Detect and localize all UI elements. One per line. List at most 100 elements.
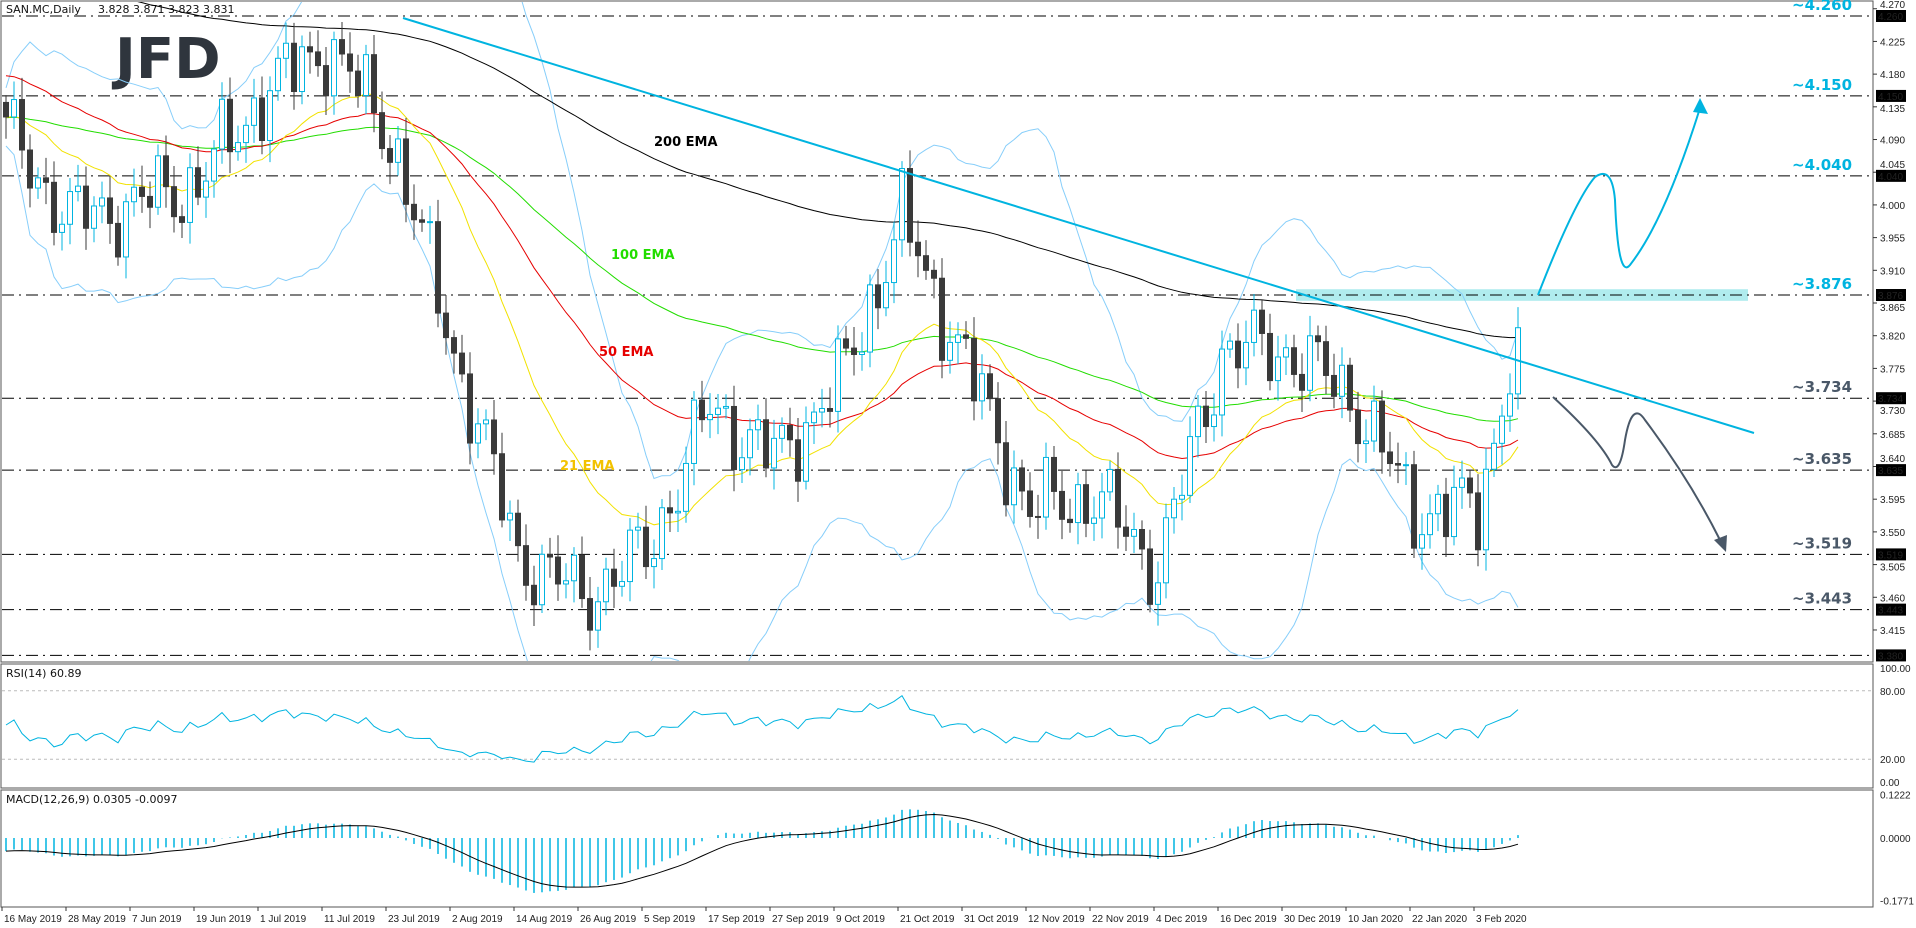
candle [59,211,65,251]
candle [595,586,601,648]
candle-body [723,405,729,409]
candle-body [195,167,201,198]
candle [1371,385,1377,452]
rsi-tick-label: 20.00 [1880,755,1905,766]
candle-body [1027,490,1033,517]
candle-body [1067,518,1073,524]
candle-body [491,419,497,455]
price-tick-label: 4.180 [1880,70,1905,81]
candle-body [1331,374,1337,397]
candle-body [1459,477,1465,488]
candle [1011,450,1017,524]
candle-body [947,341,953,361]
candle [683,446,689,523]
candle-body [763,419,769,469]
candle-body [1291,347,1297,375]
candle [1515,307,1521,410]
candle-body [1387,451,1393,465]
candle-body [187,167,193,223]
level-label: ~3.443 [1792,590,1852,608]
candle-body [667,507,673,514]
candle-body [1443,493,1449,538]
candle-body [1059,490,1065,520]
candle-body [867,284,873,353]
candle [843,325,849,356]
level-price-badge [1876,464,1906,477]
candle-body [675,510,681,514]
candle [867,274,873,368]
level-price-badge [1876,289,1906,302]
candle [323,47,329,116]
candle [1283,334,1289,376]
candle [619,560,625,597]
candle [451,330,457,374]
candle-body [1203,405,1209,428]
candle-body [371,54,377,114]
candle-body [939,277,945,361]
rsi-tick-label: 80.00 [1880,687,1905,698]
candle-body [219,98,225,150]
date-label: 19 Jun 2019 [196,914,251,925]
candle-body [1003,442,1009,506]
candle [1347,357,1353,423]
candle [195,146,201,206]
candle [107,176,113,244]
jfd-logo: JFD [111,27,221,92]
candle [219,82,225,164]
candle [267,76,273,163]
candle-body [827,408,833,412]
level-price-text: 3.519 [1878,550,1903,561]
candle-body [651,558,657,568]
candle [171,165,177,233]
candle [315,30,321,77]
candle [1363,419,1369,463]
macd-panel-frame [0,789,1874,908]
candle-body [1211,414,1217,428]
candle [971,317,977,421]
candle [491,399,497,475]
ema-label: 200 EMA [654,135,718,150]
level-price-text: 3.443 [1878,606,1903,617]
level-price-text: 4.040 [1878,172,1903,183]
candle [11,81,17,129]
price-tick-label: 3.415 [1880,626,1905,637]
candle [787,407,793,457]
level-price-badge [1876,649,1906,662]
candle [1307,315,1313,402]
candle [211,140,217,198]
ema21-line [5,92,1519,526]
candle [235,125,241,161]
candle-body [1395,463,1401,466]
candle-body [387,148,393,163]
candle-body [795,439,801,482]
candle [1115,452,1121,549]
candle-body [523,545,529,586]
candle [803,406,809,490]
candle [523,524,529,601]
date-label: 7 Jun 2019 [132,914,182,925]
candle-body [691,399,697,464]
candle-body [995,398,1001,444]
candle-body [1219,348,1225,416]
candle [1251,293,1257,357]
date-label: 26 Aug 2019 [580,914,637,925]
candle [139,165,145,213]
candle-body [659,507,665,560]
candle [259,76,265,155]
candle-body [803,422,809,482]
candle [507,500,513,542]
candle-body [1339,364,1345,397]
candle [443,295,449,355]
candle [1203,390,1209,444]
candle [1123,505,1129,551]
candle [1243,320,1249,386]
candle-body [67,191,73,225]
price-tick-label: 3.640 [1880,454,1905,465]
price-tick-label: 4.000 [1880,201,1905,212]
candle [115,205,121,266]
candle-body [35,177,41,189]
candle-body [587,598,593,631]
candle-body [1379,400,1385,453]
